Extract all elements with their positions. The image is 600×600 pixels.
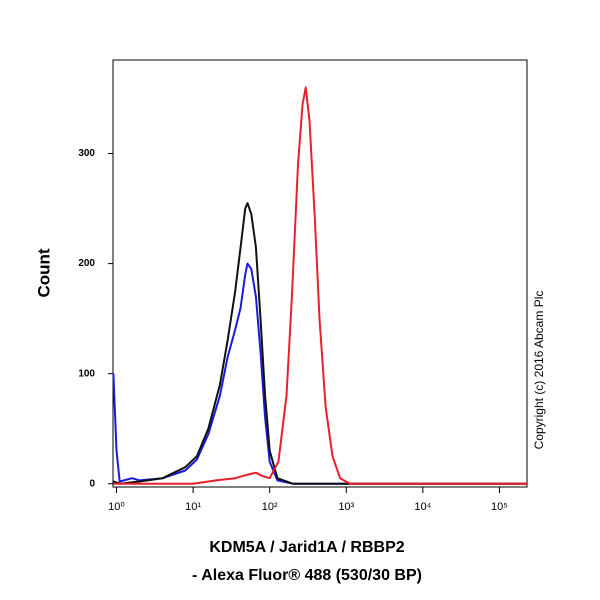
x-tick-label: 10⁵ [491,501,508,513]
x-tick-label: 10² [262,501,278,513]
series-line [113,202,527,485]
y-tick-label: 100 [78,368,95,379]
x-axis-label: - Alexa Fluor® 488 (530/30 BP) [192,567,422,584]
series-line [113,86,527,485]
plot-frame [112,59,528,488]
x-tick-label: 10⁰ [108,501,125,513]
x-tick-label: 10¹ [185,501,201,513]
y-tick-label: 300 [78,148,95,159]
y-axis-label: Count [34,248,53,297]
x-tick-label: 10⁴ [414,501,431,513]
x-tick-label: 10³ [338,501,354,513]
y-tick-label: 0 [89,478,95,489]
series-line [112,262,527,485]
y-tick-label: 200 [78,258,95,269]
copyright: Copyright (c) 2016 Abcam Plc [532,291,546,450]
x-axis-label: KDM5A / Jarid1A / RBBP2 [209,539,404,556]
